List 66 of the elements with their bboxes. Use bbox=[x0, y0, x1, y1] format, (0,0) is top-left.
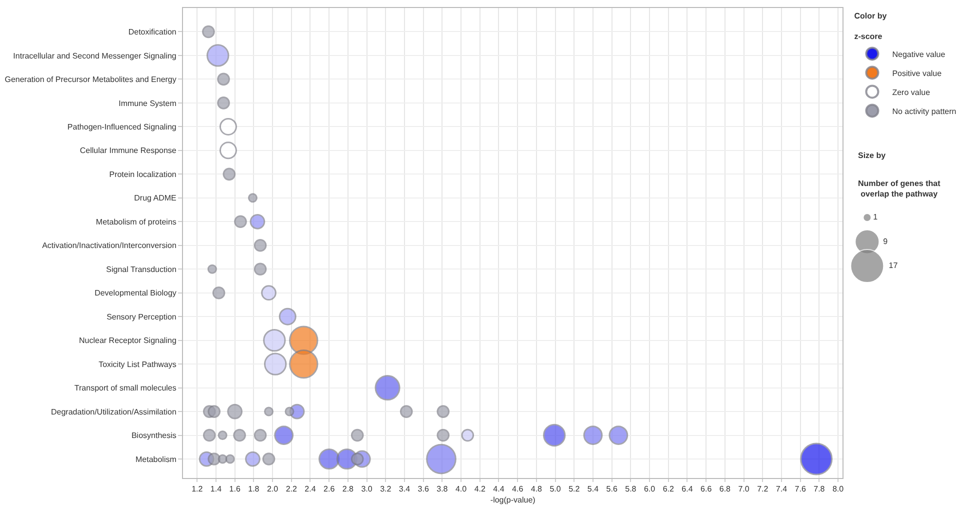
x-tick-label: 5.8 bbox=[625, 484, 637, 494]
x-tick-label: 6.2 bbox=[662, 484, 674, 494]
x-tick-label: 8.0 bbox=[832, 484, 844, 494]
x-tick-label: 3.4 bbox=[398, 484, 411, 494]
x-tick-label: 7.8 bbox=[814, 484, 826, 494]
y-tick-label: Protein localization bbox=[109, 170, 176, 179]
legend-label: Negative value bbox=[892, 50, 946, 59]
x-tick-label: 5.2 bbox=[568, 484, 580, 494]
x-axis-title: -log(p-value) bbox=[490, 496, 536, 505]
x-tick-label: 3.0 bbox=[361, 484, 373, 494]
x-tick-label: 2.4 bbox=[304, 484, 316, 494]
y-tick-label: Metabolism bbox=[135, 454, 177, 464]
x-tick-label: 1.2 bbox=[192, 484, 204, 494]
x-tick-label: 1.4 bbox=[210, 484, 222, 494]
text: Number of genes that overlap the pathway bbox=[858, 179, 941, 198]
x-tick-label: 7.4 bbox=[776, 484, 788, 494]
y-tick-label: Sensory Perception bbox=[106, 312, 176, 322]
x-tick-label: 4.2 bbox=[474, 484, 486, 494]
x-tick-label: 3.2 bbox=[380, 484, 392, 494]
x-tick-label: 4.4 bbox=[493, 484, 505, 494]
legend-label: 17 bbox=[888, 261, 898, 270]
x-tick-label: 3.8 bbox=[436, 484, 448, 494]
x-tick-label: 1.8 bbox=[248, 484, 260, 494]
y-tick-label: Activation/Inactivation/Interconversion bbox=[42, 241, 176, 250]
y-tick-label: Nuclear Receptor Signaling bbox=[79, 336, 176, 346]
legend-label: No activity pattern bbox=[892, 106, 956, 116]
y-tick-label: Transport of small molecules bbox=[74, 384, 176, 393]
x-tick-label: 4.8 bbox=[530, 484, 543, 494]
y-tick-label: Developmental Biology bbox=[94, 288, 176, 298]
x-tick-label: 2.6 bbox=[324, 484, 336, 494]
x-tick-label: 6.8 bbox=[719, 484, 732, 494]
y-tick-label: Cellular Immune Response bbox=[80, 146, 177, 156]
x-tick-label: 4.0 bbox=[455, 484, 468, 494]
text: z-score bbox=[854, 32, 883, 42]
y-tick-label: Pathogen-Influenced Signaling bbox=[67, 122, 176, 132]
x-tick-label: 2.2 bbox=[286, 484, 298, 494]
y-tick-label: Detoxification bbox=[128, 28, 176, 37]
x-tick-label: 5.0 bbox=[550, 484, 562, 494]
y-tick-label: Intracellular and Second Messenger Signaling bbox=[13, 51, 176, 60]
x-tick-label: 1.6 bbox=[229, 484, 241, 494]
y-tick-label: Immune System bbox=[118, 98, 177, 108]
x-tick-label: 5.6 bbox=[606, 484, 618, 494]
legend-label: 1 bbox=[873, 212, 878, 222]
x-tick-label: 6.4 bbox=[682, 484, 694, 494]
y-tick-label: Metabolism of proteins bbox=[96, 217, 176, 226]
x-tick-label: 7.0 bbox=[738, 484, 750, 494]
x-tick-label: 7.2 bbox=[757, 484, 769, 494]
x-tick-label: 3.6 bbox=[418, 484, 430, 494]
x-tick-label: 4.6 bbox=[512, 484, 524, 494]
y-tick-label: Biosynthesis bbox=[131, 431, 176, 440]
y-tick-label: Drug ADME bbox=[134, 194, 176, 203]
x-tick-label: 2.8 bbox=[342, 484, 354, 494]
y-tick-label: Generation of Precursor Metabolites and Energy bbox=[4, 75, 176, 84]
y-tick-label: Degradation/Utilization/Assimilation bbox=[51, 407, 176, 416]
x-tick-label: 6.6 bbox=[700, 484, 712, 494]
legend-label: 9 bbox=[883, 236, 888, 246]
legend-label: Positive value bbox=[892, 68, 942, 78]
x-tick-label: 5.4 bbox=[587, 484, 600, 494]
x-tick-label: 7.6 bbox=[794, 484, 806, 494]
text: Size by bbox=[858, 151, 886, 160]
x-tick-label: 6.0 bbox=[644, 484, 656, 494]
legend-title: Color by bbox=[854, 11, 888, 20]
x-tick-label: 2.0 bbox=[266, 484, 279, 494]
y-tick-label: Toxicity List Pathways bbox=[98, 360, 176, 369]
y-tick-label: Signal Transduction bbox=[106, 264, 176, 274]
legend-label: Zero value bbox=[892, 88, 931, 97]
